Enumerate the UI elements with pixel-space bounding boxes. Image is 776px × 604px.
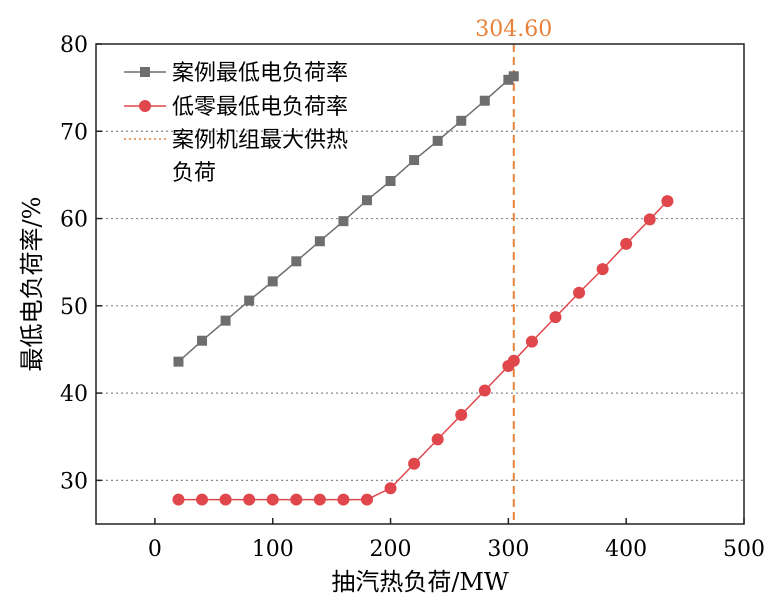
legend-label: 案例最低电负荷率 [172, 61, 348, 86]
x-tick-label: 0 [148, 537, 162, 562]
data-point-circle [290, 493, 303, 506]
data-point-circle [360, 493, 373, 506]
data-point-circle [507, 354, 520, 367]
data-point-square [385, 176, 396, 187]
data-point-square [503, 74, 514, 85]
legend-label: 负荷 [172, 161, 216, 186]
data-point-square [244, 295, 255, 306]
y-axis-label: 最低电负荷率/% [18, 197, 46, 372]
data-point-square [508, 71, 519, 82]
data-point-square [291, 256, 302, 267]
data-point-circle [266, 493, 279, 506]
x-tick-label: 500 [723, 537, 765, 562]
y-tick-label: 70 [60, 120, 88, 145]
data-point-circle [573, 286, 586, 299]
data-point-square [479, 95, 490, 106]
data-point-circle [643, 213, 656, 226]
legend: 案例最低电负荷率 低零最低电负荷率 案例机组最大供热 负荷 [124, 61, 348, 186]
data-point-circle [620, 237, 633, 250]
data-point-circle [219, 493, 232, 506]
data-point-circle [196, 493, 209, 506]
legend-label: 低零最低电负荷率 [172, 95, 348, 120]
data-point-square [432, 135, 443, 146]
data-point-circle [172, 493, 185, 506]
legend-label: 案例机组最大供热 [172, 128, 348, 153]
x-tick-label: 100 [252, 537, 294, 562]
legend-marker-circle [139, 100, 151, 112]
plot-frame [95, 43, 745, 525]
data-point-square [173, 356, 184, 367]
vline-label: 304.60 [475, 17, 552, 42]
data-point-square [314, 236, 325, 247]
y-tick-label: 30 [60, 469, 88, 494]
data-point-circle [478, 384, 491, 397]
data-point-square [338, 216, 349, 227]
data-point-circle [661, 195, 674, 208]
data-point-circle [525, 335, 538, 348]
x-axis-label: 抽汽热负荷/MW [331, 568, 509, 596]
data-point-circle [596, 263, 609, 276]
data-point-circle [455, 408, 468, 421]
data-point-square [220, 315, 231, 326]
x-tick-label: 300 [487, 537, 529, 562]
x-tick-label: 400 [605, 537, 647, 562]
y-tick-label: 40 [60, 382, 88, 407]
data-point-square [267, 276, 278, 287]
data-point-circle [408, 457, 421, 470]
y-tick-label: 60 [60, 208, 88, 233]
y-tick-label: 50 [60, 295, 88, 320]
data-point-circle [313, 493, 326, 506]
data-point-circle [337, 493, 350, 506]
data-point-square [361, 195, 372, 206]
x-tick-label: 200 [370, 537, 412, 562]
data-point-circle [243, 493, 256, 506]
data-point-square [197, 335, 208, 346]
y-tick-label: 80 [60, 33, 88, 58]
data-point-square [409, 155, 420, 166]
legend-marker-square [140, 67, 150, 77]
series-line-1 [178, 200, 668, 501]
series-line-0 [177, 75, 515, 363]
data-point-circle [549, 311, 562, 324]
data-point-circle [431, 433, 444, 446]
data-point-square [456, 115, 467, 126]
data-point-circle [384, 482, 397, 495]
